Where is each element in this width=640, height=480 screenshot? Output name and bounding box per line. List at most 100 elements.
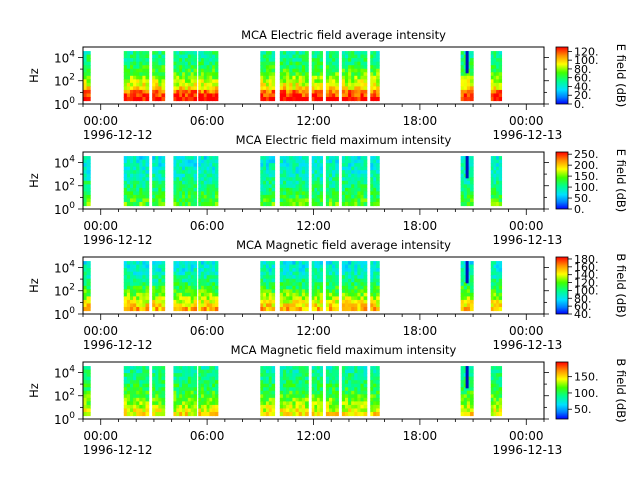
colorbar-tick-label: 120. (574, 45, 599, 58)
y-tick-label: 102 (54, 73, 75, 89)
spectrogram (83, 51, 503, 102)
y-tick-label: 100 (54, 201, 75, 217)
colorbar-tick-label: 100. (574, 181, 599, 194)
data-interval-block (490, 366, 503, 417)
x-date-end: 1996-12-13 (493, 443, 563, 457)
data-interval-block (83, 366, 91, 417)
data-interval-block (173, 366, 198, 417)
data-interval-block (311, 156, 323, 207)
x-tick-label: 00:00 (509, 324, 544, 338)
data-interval-block (341, 156, 368, 207)
data-interval-block (311, 261, 323, 312)
colorbar-tick-label: 80. (574, 63, 592, 76)
data-interval-block (173, 261, 198, 312)
data-interval-block (198, 51, 219, 102)
chart-panel-3: MCA Magnetic field average intensity 100 1… (27, 238, 628, 352)
data-interval-block (123, 366, 150, 417)
colorbar: 50. 100. 150. B field (dB) (555, 358, 628, 423)
y-tick-label: 102 (54, 283, 75, 299)
data-interval-block (152, 156, 166, 207)
colorbar: 40.60.80.100.120.140.160.180. B field (dB… (555, 253, 628, 321)
x-tick-label: 18:00 (403, 219, 438, 233)
colorbar-tick-label: 100. (574, 284, 599, 297)
colorbar: 0.20.40.60.80.100.120. E field (dB) (555, 44, 628, 111)
data-interval-block (370, 51, 380, 102)
colorbar-label: E field (dB) (614, 44, 628, 108)
colorbar-label: B field (dB) (614, 358, 628, 422)
colorbar-tick-label: 40. (574, 80, 592, 93)
chart-title: MCA Magnetic field maximum intensity (231, 343, 457, 357)
x-tick-label: 00:00 (83, 114, 118, 128)
data-interval-block (83, 51, 91, 102)
colorbar-tick-label: 200. (574, 159, 599, 172)
data-interval-block (83, 261, 91, 312)
colorbar-tick-label: 50. (574, 192, 592, 205)
data-interval-block (279, 261, 309, 312)
colorbar-label: E field (dB) (614, 149, 628, 213)
data-interval-block (260, 366, 276, 417)
x-tick-label: 00:00 (83, 429, 118, 443)
chart-panel-1: MCA Electric field average intensity 100 1… (27, 28, 628, 142)
colorbar-tick-label: 140. (574, 269, 599, 282)
data-interval-block (260, 51, 276, 102)
spectrogram (83, 261, 503, 312)
x-tick-label: 06:00 (190, 219, 225, 233)
data-interval-block (460, 261, 474, 312)
colorbar-tick-label: 100. (574, 387, 599, 400)
spectrogram (83, 366, 503, 417)
x-tick-label: 06:00 (190, 324, 225, 338)
data-interval-block (123, 156, 150, 207)
x-tick-label: 18:00 (403, 429, 438, 443)
y-tick-label: 102 (54, 178, 75, 194)
x-tick-label: 00:00 (509, 114, 544, 128)
y-tick-label: 104 (54, 259, 75, 275)
data-interval-block (341, 51, 368, 102)
y-tick-label: 102 (54, 388, 75, 404)
data-interval-block (123, 261, 150, 312)
chart-title: MCA Magnetic field average intensity (236, 238, 451, 252)
data-interval-block (152, 51, 166, 102)
y-tick-label: 104 (54, 49, 75, 65)
data-interval-block (325, 261, 339, 312)
data-interval-block (490, 156, 503, 207)
data-interval-block (311, 366, 323, 417)
x-date-end: 1996-12-13 (493, 233, 563, 247)
data-interval-block (123, 51, 150, 102)
spectrogram (83, 156, 503, 207)
data-interval-block (460, 51, 474, 102)
chart-panel-2: MCA Electric field maximum intensity 100 1… (27, 133, 628, 247)
data-interval-block (279, 366, 309, 417)
colorbar-tick-label: 100. (574, 54, 599, 67)
data-interval-block (460, 366, 474, 417)
x-tick-label: 00:00 (83, 219, 118, 233)
data-interval-block (370, 156, 380, 207)
colorbar-tick-label: 60. (574, 72, 592, 85)
x-tick-label: 06:00 (190, 114, 225, 128)
colorbar: 0.50.100.150.200.250. E field (dB) (555, 148, 628, 216)
y-tick-label: 100 (54, 411, 75, 427)
x-tick-label: 12:00 (296, 114, 331, 128)
x-tick-label: 12:00 (296, 219, 331, 233)
data-interval-block (279, 51, 309, 102)
x-date-start: 1996-12-12 (83, 128, 153, 142)
data-interval-block (370, 261, 380, 312)
data-interval-block (490, 51, 503, 102)
x-tick-label: 06:00 (190, 429, 225, 443)
y-tick-label: 104 (54, 154, 75, 170)
colorbar-tick-label: 150. (574, 170, 599, 183)
colorbar-tick-label: 250. (574, 148, 599, 161)
data-interval-block (311, 51, 323, 102)
colorbar-label: B field (dB) (614, 253, 628, 317)
data-interval-block (198, 366, 219, 417)
data-interval-block (152, 261, 166, 312)
data-interval-block (198, 261, 219, 312)
data-interval-block (325, 366, 339, 417)
x-date-end: 1996-12-13 (493, 128, 563, 142)
data-interval-block (370, 366, 380, 417)
data-interval-block (460, 156, 474, 207)
x-date-start: 1996-12-12 (83, 338, 153, 352)
x-tick-label: 00:00 (509, 219, 544, 233)
colorbar-tick-label: 50. (574, 403, 592, 416)
data-interval-block (325, 51, 339, 102)
